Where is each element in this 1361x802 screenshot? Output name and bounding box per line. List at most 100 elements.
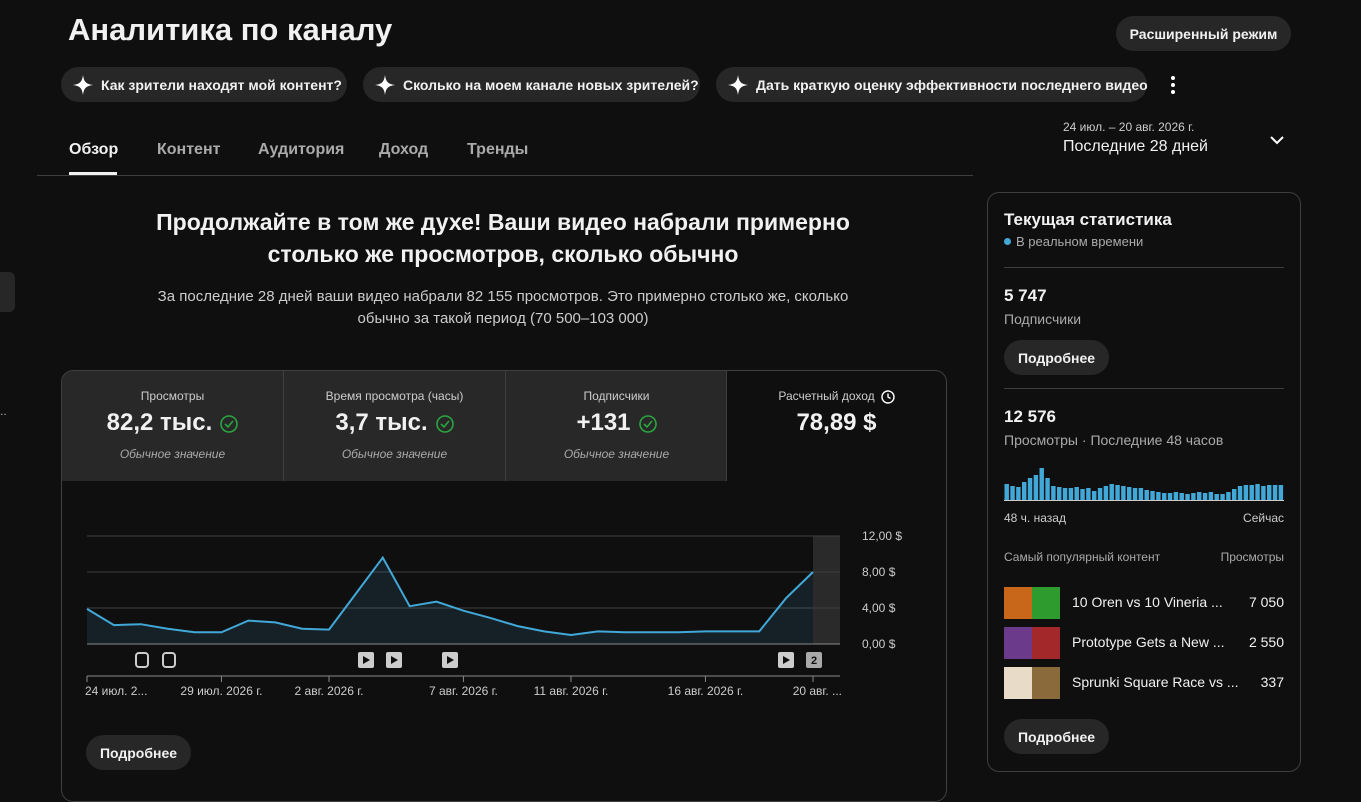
bar xyxy=(1150,491,1155,500)
bar xyxy=(1220,494,1225,500)
y-tick-label: 8,00 $ xyxy=(862,565,896,579)
suggestion-chip[interactable]: Сколько на моем канале новых зрителей? xyxy=(363,67,700,102)
x-tick-label: 24 июл. 2... xyxy=(85,684,147,698)
x-tick-label: 20 авг. ... xyxy=(793,684,842,698)
x-tick-label: 2 авг. 2026 г. xyxy=(295,684,364,698)
bar xyxy=(1039,468,1044,500)
bar xyxy=(1208,492,1214,500)
bar xyxy=(1068,488,1074,500)
bar xyxy=(1057,487,1062,500)
bar xyxy=(1267,485,1272,500)
bar xyxy=(1232,489,1237,500)
line xyxy=(86,555,814,637)
more-menu[interactable] xyxy=(1166,74,1180,96)
bar xyxy=(1004,484,1009,500)
y-tick-label: 4,00 $ xyxy=(862,601,896,615)
bar xyxy=(1185,494,1190,500)
views-count: 12 576 xyxy=(1004,407,1056,426)
bar xyxy=(1086,488,1091,500)
bar xyxy=(1138,488,1144,500)
bar xyxy=(1197,492,1202,500)
tab[interactable]: Обзор xyxy=(69,141,119,158)
suggestion-chip[interactable]: Как зрители находят мой контент? xyxy=(61,67,347,102)
metric-card[interactable]: Расчетный доход 78,89 $ xyxy=(726,371,946,481)
dropdown-chevron[interactable] xyxy=(1269,134,1285,146)
tab[interactable]: Тренды xyxy=(467,141,529,158)
metric-value: +131 xyxy=(506,409,727,437)
bar xyxy=(1272,485,1278,500)
bar xyxy=(1132,488,1138,500)
bar xyxy=(1173,492,1179,500)
top-video-title[interactable]: Sprunki Square Race vs ... xyxy=(1072,674,1239,690)
bar xyxy=(1016,487,1021,500)
tab-underline xyxy=(69,172,117,175)
tab[interactable]: Аудитория xyxy=(258,141,345,158)
suggestion-text: Сколько на моем канале новых зрителей? xyxy=(403,76,699,93)
bar xyxy=(1074,487,1079,500)
tab[interactable]: Доход xyxy=(379,141,429,158)
bar xyxy=(1144,490,1149,500)
bar xyxy=(1162,493,1167,500)
advanced-mode-button[interactable]: Расширенный режим xyxy=(1116,16,1291,51)
metric-card[interactable]: Подписчики +131 Обычное значение xyxy=(505,371,727,481)
metric-value-text: +131 xyxy=(576,409,631,436)
y-tick-label: 0,00 $ xyxy=(862,637,896,651)
subscribers-count: 5 747 xyxy=(1004,286,1047,305)
bar xyxy=(1127,487,1132,500)
top-video-title[interactable]: Prototype Gets a New ... xyxy=(1072,634,1225,650)
summary-headline: Продолжайте в том же духе! Ваши видео на… xyxy=(156,209,850,267)
summary-text: За последние 28 дней ваши видео набрали … xyxy=(157,288,849,327)
details-button[interactable]: Подробнее xyxy=(1004,719,1109,754)
date-period[interactable]: Последние 28 дней xyxy=(1063,138,1208,155)
metric-card[interactable]: Время просмотра (часы) 3,7 тыс. Обычное … xyxy=(283,371,505,481)
suggestion-chip[interactable]: Дать краткую оценку эффективности послед… xyxy=(716,67,1148,102)
date-range[interactable]: 24 июл. – 20 авг. 2026 г. xyxy=(1063,120,1195,134)
details-button[interactable]: Подробнее xyxy=(1004,340,1109,375)
bar xyxy=(1109,484,1114,500)
metric-value: 3,7 тыс. xyxy=(284,409,505,437)
top-video-views: 337 xyxy=(1260,674,1284,690)
thumbnail[interactable] xyxy=(1004,667,1060,699)
metric-card[interactable]: Просмотры 82,2 тыс. Обычное значение xyxy=(62,371,283,481)
divider xyxy=(1004,388,1284,389)
top-content-header: Самый популярный контент xyxy=(1004,550,1161,564)
suggestion-text: Дать краткую оценку эффективности послед… xyxy=(756,76,1148,93)
bar xyxy=(1255,484,1260,500)
bar xyxy=(1045,478,1050,500)
bar xyxy=(1027,478,1033,500)
y-tick-label: 12,00 $ xyxy=(862,529,902,543)
bar xyxy=(1202,493,1208,500)
bar xyxy=(1249,485,1254,500)
bar xyxy=(1156,492,1161,500)
details-button[interactable]: Подробнее xyxy=(86,735,191,770)
x-tick-label: 11 авг. 2026 г. xyxy=(534,684,609,698)
bar xyxy=(1115,485,1120,500)
x-label: 48 ч. назад xyxy=(1004,511,1066,525)
divider xyxy=(37,175,973,176)
marker-badge: 2 xyxy=(811,655,817,667)
x-tick-label: 16 авг. 2026 г. xyxy=(668,684,744,698)
bar xyxy=(1243,485,1249,500)
bar xyxy=(1022,482,1027,500)
sidebar-dots: .. xyxy=(0,404,7,418)
bar xyxy=(1080,489,1085,500)
bar xyxy=(1261,486,1266,500)
realtime-panel xyxy=(987,192,1301,772)
bar xyxy=(1097,488,1103,500)
thumbnail[interactable] xyxy=(1004,627,1060,659)
page-title: Аналитика по каналу xyxy=(68,12,393,47)
today-shade xyxy=(813,536,840,644)
bar xyxy=(1214,494,1219,500)
bar xyxy=(1191,493,1196,500)
sidebar-edge xyxy=(0,272,15,312)
x-tick-label: 29 июл. 2026 г. xyxy=(180,684,262,698)
bar xyxy=(1237,486,1243,500)
top-video-title[interactable]: 10 Oren vs 10 Vineria ... xyxy=(1072,594,1223,610)
bar xyxy=(1010,486,1015,500)
metric-label: Просмотры xyxy=(140,389,205,403)
thumbnail[interactable] xyxy=(1004,587,1060,619)
tab[interactable]: Контент xyxy=(157,141,221,158)
video-markers xyxy=(135,652,822,668)
